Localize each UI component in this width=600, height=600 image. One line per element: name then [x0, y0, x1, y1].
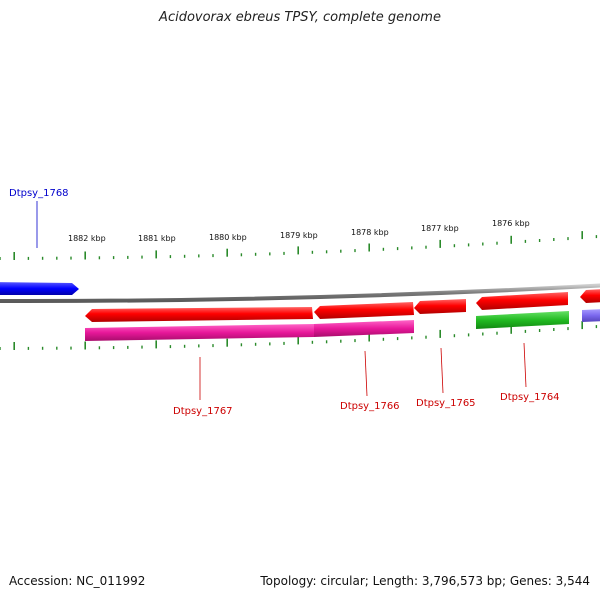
gene-label-dtpsy-1766[interactable]: Dtpsy_1766	[340, 401, 400, 412]
feature-dtpsy-1767-cds[interactable]	[85, 307, 313, 322]
outer-tick-ring	[0, 231, 598, 260]
tick-label: 1882 kbp	[68, 234, 106, 243]
tick-label: 1881 kbp	[138, 234, 176, 243]
feature-dtpsy-1765-cds[interactable]	[414, 299, 466, 314]
leader-dtpsy-1765	[440, 347, 444, 394]
leader-dtpsy-1764	[523, 342, 527, 388]
feature-dtpsy-1768[interactable]	[0, 282, 79, 295]
feature-dtpsy-1766-gene[interactable]	[314, 320, 414, 337]
tick-label: 1877 kbp	[421, 224, 459, 233]
gene-label-dtpsy-1765[interactable]: Dtpsy_1765	[416, 398, 476, 409]
feature-dtpsy-1766-cds[interactable]	[314, 302, 414, 319]
feature-dtpsy-1767-gene[interactable]	[85, 324, 314, 341]
leader-dtpsy-1766	[364, 350, 368, 397]
genome-summary: Topology: circular; Length: 3,796,573 bp…	[260, 574, 590, 588]
gene-label-dtpsy-1768[interactable]: Dtpsy_1768	[9, 188, 69, 199]
tick-labels: 1882 kbp 1881 kbp 1880 kbp 1879 kbp 1878…	[68, 219, 530, 243]
tick-label: 1880 kbp	[209, 233, 247, 242]
tick-label: 1879 kbp	[280, 231, 318, 240]
gene-label-dtpsy-1764[interactable]: Dtpsy_1764	[500, 392, 560, 403]
feature-dtpsy-1764-gene[interactable]	[476, 311, 569, 329]
accession-label: Accession: NC_011992	[9, 574, 146, 588]
tick-label: 1876 kbp	[492, 219, 530, 228]
tick-label: 1878 kbp	[351, 228, 389, 237]
map-title: Acidovorax ebreus TPSY, complete genome	[159, 10, 441, 25]
inner-tick-ring	[0, 321, 598, 350]
feature-dtpsy-1764-cds[interactable]	[476, 292, 568, 310]
feature-partial-right[interactable]	[580, 289, 600, 303]
genome-backbone	[0, 283, 600, 304]
gene-label-dtpsy-1767[interactable]: Dtpsy_1767	[173, 406, 233, 417]
feature-partial-purple[interactable]	[582, 309, 600, 322]
